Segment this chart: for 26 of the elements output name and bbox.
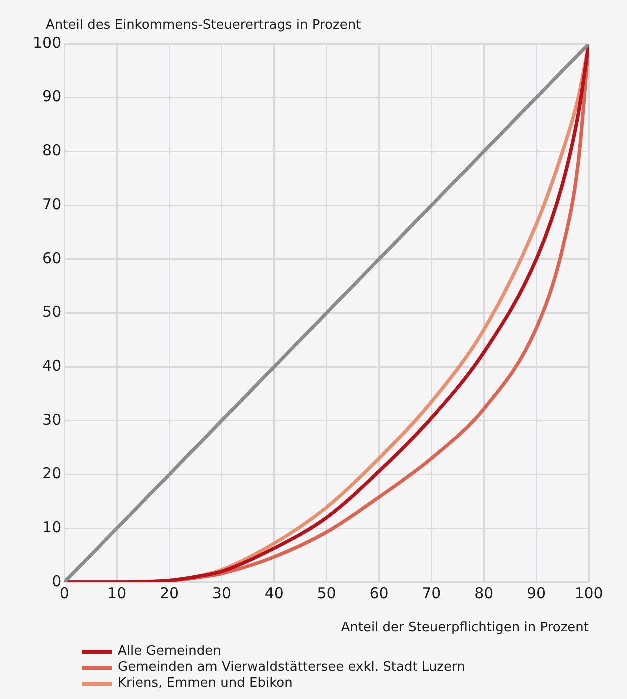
y-tick-label: 0	[52, 572, 62, 590]
x-tick-label: 20	[160, 584, 180, 602]
x-tick-label: 70	[422, 584, 442, 602]
y-tick-label: 50	[42, 303, 62, 322]
x-tick-label: 40	[264, 584, 284, 602]
y-tick-label: 90	[42, 88, 62, 106]
y-tick-label: 30	[42, 410, 62, 429]
x-tick-label: 100	[574, 584, 604, 602]
y-tick-label: 20	[42, 464, 62, 483]
x-tick-label: 90	[527, 584, 546, 602]
legend-label: Kriens, Emmen und Ebikon	[118, 676, 293, 692]
y-tick-label: 80	[42, 142, 62, 160]
y-tick-label: 70	[42, 195, 62, 214]
y-tick-label: 10	[42, 518, 62, 536]
legend-label: Gemeinden am Vierwaldstättersee exkl. Stadt Luzern	[118, 660, 466, 676]
y-tick-label: 100	[32, 34, 62, 52]
y-tick-label: 40	[42, 356, 62, 375]
x-tick-label: 60	[370, 584, 389, 602]
x-tick-label: 80	[474, 584, 494, 602]
y-axis-title: Anteil des Einkommens-Steuerertrags in Prozent	[46, 18, 362, 33]
x-axis-title: Anteil der Steuerpflichtigen in Prozent	[341, 620, 589, 636]
x-tick-label: 10	[108, 584, 127, 602]
y-tick-label: 60	[42, 249, 62, 268]
x-tick-label: 50	[317, 584, 336, 602]
legend-label: Alle Gemeinden	[118, 644, 222, 660]
x-tick-label: 30	[212, 584, 232, 602]
